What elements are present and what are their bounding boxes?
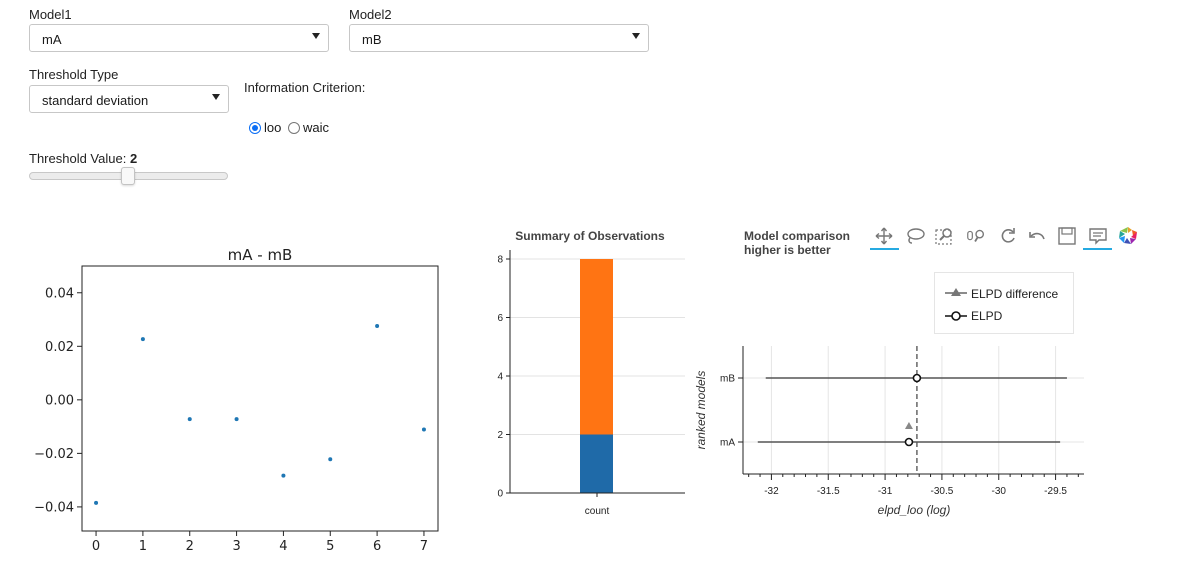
bar-y-tick-label: 0	[497, 489, 503, 500]
bar-segment-0	[580, 434, 613, 493]
reset-icon[interactable]	[997, 226, 1019, 246]
scatter-y-tick-label: −0.04	[34, 500, 74, 515]
hover-active-indicator	[1083, 248, 1112, 250]
circle-marker-icon	[951, 311, 961, 321]
radio-loo[interactable]: loo	[249, 120, 281, 135]
comparison-title: Model comparison	[744, 229, 850, 243]
comparison-model-label: mA	[720, 438, 735, 449]
triangle-marker-icon	[951, 288, 961, 296]
model2-label: Model2	[349, 7, 392, 22]
comparison-x-tick-label: -30	[992, 486, 1007, 497]
scatter-x-tick-label: 0	[92, 539, 100, 554]
scatter-point	[281, 473, 286, 478]
save-icon[interactable]	[1056, 226, 1078, 246]
hover-icon[interactable]	[1087, 226, 1109, 246]
pan-active-indicator	[870, 248, 899, 250]
scatter-x-tick-label: 1	[139, 539, 147, 554]
comparison-model-label: mB	[720, 374, 735, 385]
comparison-ylabel: ranked models	[694, 371, 708, 450]
comparison-x-tick-label: -32	[764, 486, 779, 497]
bokeh-logo-icon[interactable]	[1117, 226, 1139, 246]
scatter-point	[187, 417, 192, 422]
scatter-point	[421, 427, 426, 432]
scatter-point	[375, 323, 380, 328]
bar-segment-1	[580, 259, 613, 435]
scatter-point	[328, 457, 333, 462]
comparison-x-tick-label: -30.5	[931, 486, 954, 497]
elpd-difference-marker	[904, 422, 913, 429]
bar-x-tick-label: count	[585, 506, 610, 517]
scatter-y-tick-label: 0.00	[45, 393, 74, 408]
radio-waic[interactable]: waic	[288, 120, 329, 135]
scatter-point	[234, 417, 239, 422]
elpd-point	[912, 373, 922, 383]
wheel-zoom-icon[interactable]	[965, 226, 987, 246]
scatter-y-tick-label: −0.02	[34, 447, 74, 462]
scatter-chart-title: mA - mB	[228, 246, 293, 264]
comparison-xlabel: elpd_loo (log)	[878, 503, 951, 517]
radio-loo-button[interactable]	[249, 121, 261, 134]
threshold-slider-handle[interactable]	[121, 167, 135, 185]
scatter-y-tick-label: 0.04	[45, 286, 74, 301]
threshold-type-label: Threshold Type	[29, 67, 119, 82]
threshold-type-value: standard deviation	[42, 93, 149, 108]
comparison-x-tick-label: -31.5	[817, 486, 840, 497]
bar-y-tick-label: 8	[497, 255, 503, 266]
model1-value: mA	[42, 32, 62, 47]
undo-icon[interactable]	[1026, 226, 1048, 246]
threshold-value-caption: Threshold Value:	[29, 151, 127, 166]
chevron-down-icon	[312, 33, 320, 39]
scatter-x-tick-label: 3	[232, 539, 240, 554]
model2-select[interactable]: mB	[349, 24, 649, 52]
chevron-down-icon	[212, 94, 220, 100]
pan-icon[interactable]	[873, 226, 895, 246]
scatter-point	[94, 500, 99, 505]
model1-select[interactable]: mA	[29, 24, 329, 52]
radio-loo-label: loo	[264, 120, 282, 135]
legend-diff-label: ELPD difference	[971, 287, 1058, 301]
scatter-x-tick-label: 2	[186, 539, 194, 554]
scatter-x-tick-label: 6	[373, 539, 381, 554]
bar-chart-title: Summary of Observations	[515, 229, 665, 243]
elpd-point	[904, 437, 914, 447]
comparison-subtitle: higher is better	[744, 243, 831, 257]
comparison-x-tick-label: -31	[878, 486, 893, 497]
radio-waic-button[interactable]	[288, 121, 300, 134]
information-criterion-label: Information Criterion:	[244, 80, 366, 95]
model1-label: Model1	[29, 7, 72, 22]
threshold-value-number: 2	[129, 151, 138, 166]
bar-y-tick-label: 2	[497, 430, 503, 441]
threshold-type-select[interactable]: standard deviation	[29, 85, 229, 113]
bar-y-tick-label: 4	[497, 372, 503, 383]
scatter-plot-frame	[81, 265, 439, 532]
comparison-legend: ELPD difference ELPD	[934, 272, 1074, 334]
scatter-y-tick-label: 0.02	[45, 340, 74, 355]
bar-y-tick-label: 6	[497, 313, 503, 324]
chevron-down-icon	[632, 33, 640, 39]
scatter-x-tick-label: 7	[420, 539, 428, 554]
lasso-select-icon[interactable]	[904, 226, 926, 246]
scatter-point	[140, 337, 145, 342]
model2-value: mB	[362, 32, 382, 47]
scatter-x-tick-label: 5	[326, 539, 334, 554]
scatter-x-tick-label: 4	[279, 539, 287, 554]
radio-waic-label: waic	[303, 120, 330, 135]
legend-elpd-label: ELPD	[971, 309, 1003, 323]
box-zoom-icon[interactable]	[934, 226, 956, 246]
threshold-value-label: Threshold Value: 2	[29, 151, 137, 166]
comparison-x-tick-label: -29.5	[1044, 486, 1067, 497]
